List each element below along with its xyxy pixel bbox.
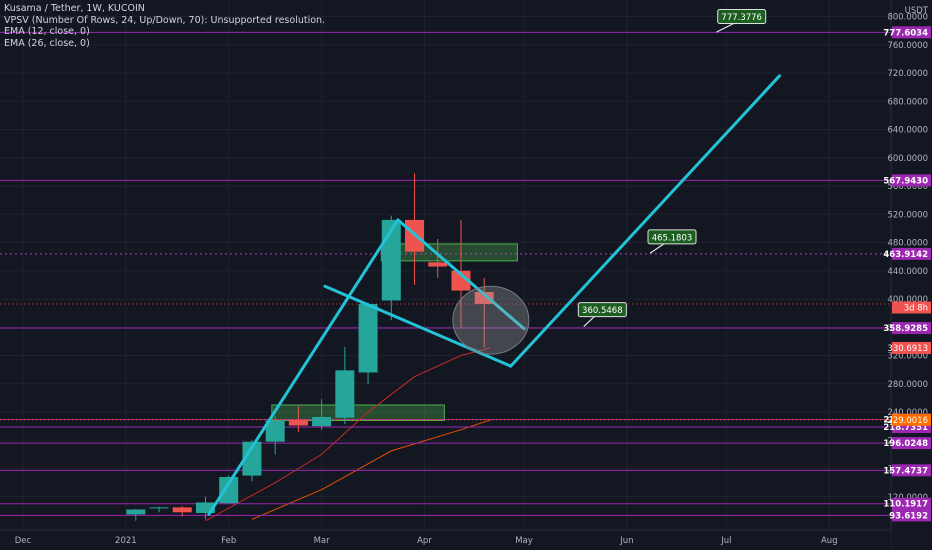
candle-body xyxy=(195,502,215,514)
price-tick-label: 560.0000 xyxy=(887,182,928,192)
time-tick-label: May xyxy=(515,536,533,546)
price-tick-label: 800.0000 xyxy=(887,13,928,23)
time-tick-label: Jul xyxy=(720,536,731,546)
ema12-indicator-label[interactable]: EMA (12, close, 0) xyxy=(4,26,90,37)
time-tick-label: Aug xyxy=(821,536,838,546)
time-tick-label: Dec xyxy=(15,536,32,546)
level-price-tag[interactable] xyxy=(892,26,931,39)
level-price-tag[interactable] xyxy=(892,322,931,335)
price-callouts[interactable]: 777.3776 465.1803 360.5468 xyxy=(577,9,767,328)
callout-label: 465.1803 xyxy=(652,233,693,243)
candle-body xyxy=(451,270,471,291)
price-tick-label: 320.0000 xyxy=(887,352,928,362)
level-price-text: 157.4737 xyxy=(883,466,928,476)
level-price-text: 196.0248 xyxy=(883,439,928,449)
candles xyxy=(126,173,494,521)
ema12-line xyxy=(205,347,491,522)
chart-legend: Kusama / Tether, 1W, KUCOIN VPSV (Number… xyxy=(4,3,325,49)
candle-body xyxy=(312,416,332,427)
candle-body xyxy=(335,370,355,418)
time-tick-label: 2021 xyxy=(115,536,137,546)
callout-pointer xyxy=(649,243,665,254)
price-tick-label: 680.0000 xyxy=(887,97,928,107)
callout-label: 777.3776 xyxy=(721,13,762,23)
candle-body xyxy=(474,291,494,304)
time-axis-background xyxy=(0,530,891,550)
level-price-tag[interactable] xyxy=(892,437,931,450)
time-tick-label: Feb xyxy=(221,536,236,546)
level-price-text: 93.6192 xyxy=(889,511,928,521)
level-price-text: 463.9142 xyxy=(883,250,928,260)
candle-body xyxy=(149,507,169,509)
price-tag xyxy=(892,413,931,426)
price-tick-label: 400.0000 xyxy=(887,295,928,305)
callout-pointer xyxy=(716,22,734,33)
level-price-text: 567.9430 xyxy=(883,176,928,186)
level-price-tag[interactable] xyxy=(892,174,931,187)
price-tick-label: 520.0000 xyxy=(887,210,928,220)
price-tick-label: 280.0000 xyxy=(887,380,928,390)
support-zone xyxy=(271,404,445,422)
level-price-tag[interactable] xyxy=(892,247,931,260)
highlight-circle xyxy=(452,285,530,355)
level-price-text: 777.6034 xyxy=(883,28,928,38)
price-tick-label: 480.0000 xyxy=(887,239,928,249)
level-price-text: 110.1917 xyxy=(883,500,928,510)
grid xyxy=(0,0,891,530)
price-tag-text: 3d 8h xyxy=(904,303,928,313)
price-tag xyxy=(892,341,931,354)
time-tick-label: Jun xyxy=(619,536,633,546)
price-tick-label: 600.0000 xyxy=(887,154,928,164)
trend-line[interactable] xyxy=(207,218,400,516)
candle-body xyxy=(265,420,285,442)
level-price-tag[interactable] xyxy=(892,464,931,477)
trend-line[interactable] xyxy=(509,74,782,368)
ema-lines xyxy=(205,347,491,522)
price-tick-label: 440.0000 xyxy=(887,267,928,277)
price-axis[interactable]: USDT120.0000160.0000200.0000240.0000280.… xyxy=(883,0,932,550)
ema26-indicator-label[interactable]: EMA (26, close, 0) xyxy=(4,37,90,49)
vpsv-indicator-label[interactable]: VPSV (Number Of Rows, 24, Up/Down, 70): … xyxy=(4,14,326,26)
trend-line[interactable] xyxy=(396,218,526,331)
candle-body xyxy=(358,303,378,373)
level-price-tag[interactable] xyxy=(892,509,931,522)
price-tick-label: 760.0000 xyxy=(887,41,928,51)
level-price-text: 358.9285 xyxy=(883,324,928,334)
callout-box[interactable] xyxy=(717,9,767,24)
candle-body xyxy=(428,262,448,267)
price-axis-background xyxy=(891,0,932,550)
price-tick-label: 640.0000 xyxy=(887,126,928,136)
time-axis[interactable]: Dec 2021 Feb Mar Apr May Jun Jul Aug xyxy=(0,529,891,550)
level-price-tag[interactable] xyxy=(892,497,931,510)
price-tick-label: 720.0000 xyxy=(887,69,928,79)
candle-body xyxy=(219,477,239,504)
time-tick-label: Mar xyxy=(314,536,331,546)
callout-box[interactable] xyxy=(647,229,697,245)
callout-pointer xyxy=(583,316,595,328)
level-price-text: 218.7351 xyxy=(883,423,928,433)
candle-body xyxy=(172,507,192,513)
ema26-line xyxy=(251,419,491,520)
price-tag-text: 229.0016 xyxy=(887,416,928,426)
highlight-ellipse xyxy=(452,285,530,355)
price-tag-text: 330.6913 xyxy=(887,344,928,354)
symbol-title[interactable]: Kusama / Tether, 1W, KUCOIN xyxy=(4,3,145,14)
currency-label: USDT xyxy=(905,6,929,16)
candle-body xyxy=(242,441,262,476)
price-tick-label: 240.0000 xyxy=(887,408,928,418)
candle-body xyxy=(126,509,146,515)
support-zone xyxy=(380,243,518,262)
callout-label: 360.5468 xyxy=(582,306,623,316)
time-tick-label: Apr xyxy=(417,536,432,546)
horizontal-levels[interactable] xyxy=(0,31,891,516)
callout-box[interactable] xyxy=(577,302,627,318)
candle-body xyxy=(288,419,308,426)
price-tag xyxy=(892,301,931,314)
